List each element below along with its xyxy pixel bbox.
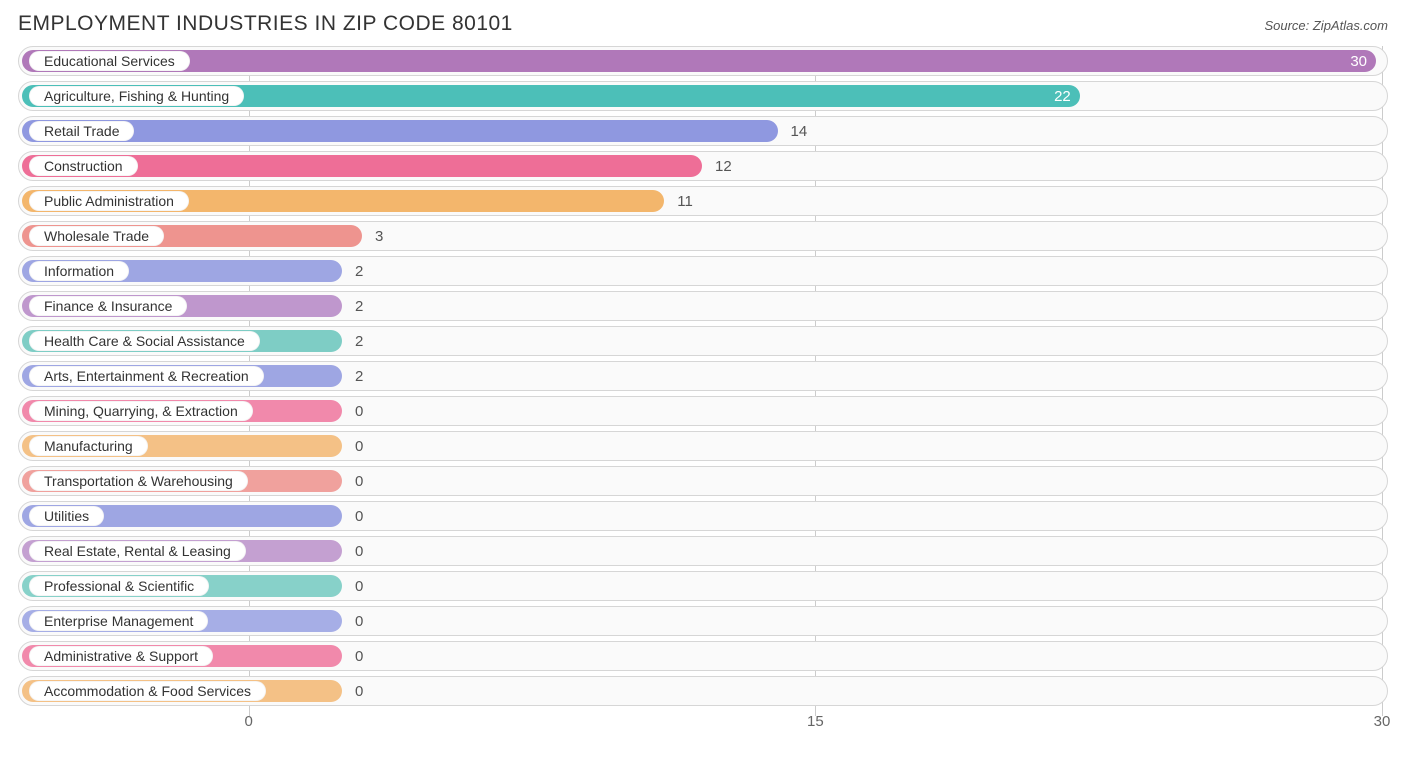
bar-label-pill: Real Estate, Rental & Leasing [29, 541, 246, 561]
bar-value-label: 22 [1054, 82, 1071, 110]
bar-label-pill: Finance & Insurance [29, 296, 187, 316]
bar-value-label: 0 [355, 572, 363, 600]
bar-row: Enterprise Management 0 [18, 606, 1388, 636]
bar-row: Administrative & Support 0 [18, 641, 1388, 671]
source-name: ZipAtlas.com [1313, 18, 1388, 33]
bar-value-label: 0 [355, 467, 363, 495]
x-axis-tick-label: 15 [807, 713, 824, 730]
x-axis-tick-label: 30 [1374, 713, 1391, 730]
bar-row: Utilities 0 [18, 501, 1388, 531]
bar-row: Health Care & Social Assistance 2 [18, 326, 1388, 356]
bar-row: Transportation & Warehousing 0 [18, 466, 1388, 496]
bar-value-label: 0 [355, 677, 363, 705]
bar-value-label: 0 [355, 397, 363, 425]
bar-value-label: 11 [677, 187, 693, 215]
bar-label-pill: Mining, Quarrying, & Extraction [29, 401, 253, 421]
bar-row: Public Administration 11 [18, 186, 1388, 216]
bar-value-label: 3 [375, 222, 383, 250]
bar-label-pill: Public Administration [29, 191, 189, 211]
bar-label-pill: Wholesale Trade [29, 226, 164, 246]
bar-label-pill: Construction [29, 156, 138, 176]
bar-label-pill: Transportation & Warehousing [29, 471, 248, 491]
bar-value-label: 30 [1350, 47, 1367, 75]
bar-row: Educational Services 30 [18, 46, 1388, 76]
bar-value-label: 14 [791, 117, 808, 145]
bar-row: Professional & Scientific 0 [18, 571, 1388, 601]
bars-container: Educational Services30Agriculture, Fishi… [18, 46, 1388, 706]
chart-header: EMPLOYMENT INDUSTRIES IN ZIP CODE 80101 … [18, 12, 1388, 36]
bar-label-pill: Enterprise Management [29, 611, 208, 631]
bar-value-label: 12 [715, 152, 732, 180]
chart-title: EMPLOYMENT INDUSTRIES IN ZIP CODE 80101 [18, 12, 513, 36]
bar-row: Mining, Quarrying, & Extraction 0 [18, 396, 1388, 426]
bar-value-label: 0 [355, 642, 363, 670]
bar-value-label: 0 [355, 537, 363, 565]
bar-row: Manufacturing 0 [18, 431, 1388, 461]
bar-label-pill: Arts, Entertainment & Recreation [29, 366, 264, 386]
bar-label-pill: Information [29, 261, 129, 281]
bar-label-pill: Retail Trade [29, 121, 134, 141]
bar-value-label: 2 [355, 292, 363, 320]
chart-area: Educational Services30Agriculture, Fishi… [18, 46, 1388, 735]
bar-row: Accommodation & Food Services 0 [18, 676, 1388, 706]
bar-fill [22, 120, 778, 142]
bar-label-pill: Manufacturing [29, 436, 148, 456]
bar-row: Information 2 [18, 256, 1388, 286]
x-axis-tick-label: 0 [244, 713, 252, 730]
bar-value-label: 0 [355, 607, 363, 635]
bar-value-label: 2 [355, 257, 363, 285]
bar-row: Wholesale Trade 3 [18, 221, 1388, 251]
bar-value-label: 2 [355, 362, 363, 390]
chart-source: Source: ZipAtlas.com [1264, 18, 1388, 33]
bar-label-pill: Administrative & Support [29, 646, 213, 666]
bar-fill [22, 50, 1376, 72]
bar-row: Arts, Entertainment & Recreation 2 [18, 361, 1388, 391]
bar-row: Real Estate, Rental & Leasing 0 [18, 536, 1388, 566]
bar-row: Construction 12 [18, 151, 1388, 181]
bar-label-pill: Agriculture, Fishing & Hunting [29, 86, 244, 106]
bar-value-label: 0 [355, 502, 363, 530]
bar-label-pill: Accommodation & Food Services [29, 681, 266, 701]
bar-row: Agriculture, Fishing & Hunting 22 [18, 81, 1388, 111]
bar-value-label: 2 [355, 327, 363, 355]
bar-label-pill: Educational Services [29, 51, 190, 71]
bar-row: Retail Trade 14 [18, 116, 1388, 146]
bar-label-pill: Professional & Scientific [29, 576, 209, 596]
source-prefix: Source: [1264, 18, 1312, 33]
x-axis: 0 15 30 [18, 711, 1388, 735]
bar-label-pill: Utilities [29, 506, 104, 526]
bar-value-label: 0 [355, 432, 363, 460]
bar-label-pill: Health Care & Social Assistance [29, 331, 260, 351]
bar-row: Finance & Insurance 2 [18, 291, 1388, 321]
